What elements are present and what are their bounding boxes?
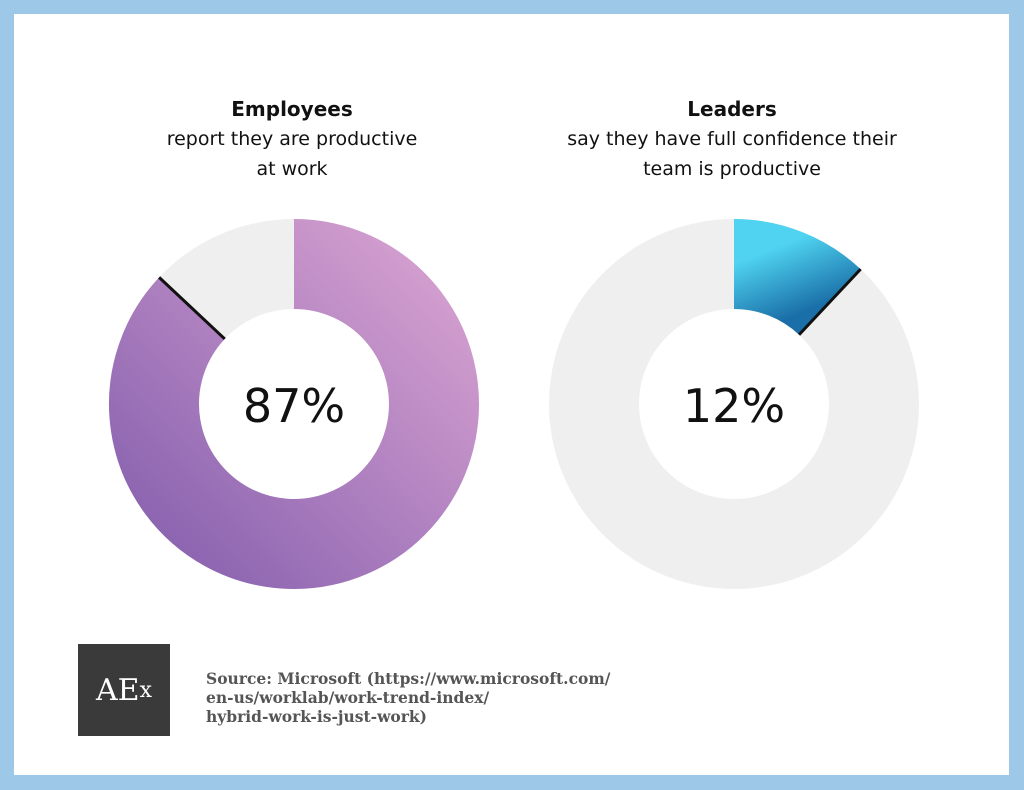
- leaders-heading: Leaders say they have full confidence th…: [512, 94, 952, 184]
- leaders-title: Leaders: [687, 97, 777, 121]
- employees-center-label: 87%: [243, 379, 345, 433]
- employees-title: Employees: [231, 97, 353, 121]
- leaders-value-arc: [732, 219, 861, 336]
- employees-heading: Employees report they are productive at …: [72, 94, 512, 184]
- source-line-1: Source: Microsoft (https://www.microsoft…: [206, 669, 611, 688]
- leaders-subtitle-line-1: say they have full confidence their: [567, 128, 897, 150]
- source-line-3: hybrid-work-is-just-work): [206, 707, 427, 726]
- infographic-card: Employees report they are productive at …: [14, 14, 1009, 775]
- leaders-donut-chart: 12%: [549, 219, 919, 589]
- logo-main-text: AE: [96, 672, 140, 708]
- logo-small-text: x: [139, 677, 152, 703]
- employees-value-arc: [109, 219, 479, 589]
- leaders-subtitle-line-2: team is productive: [643, 158, 821, 180]
- employees-donut-chart: 87%: [109, 219, 479, 589]
- employees-subtitle-line-2: at work: [256, 158, 328, 180]
- source-line-2: en-us/worklab/work-trend-index/: [206, 688, 490, 707]
- leaders-arc-divider: [797, 268, 862, 336]
- employees-subtitle-line-1: report they are productive: [166, 128, 418, 150]
- leaders-center-label: 12%: [683, 379, 785, 433]
- source-citation: Source: Microsoft (https://www.microsoft…: [206, 669, 666, 726]
- employees-arc-divider: [158, 276, 226, 341]
- aex-logo: AE x: [78, 644, 170, 736]
